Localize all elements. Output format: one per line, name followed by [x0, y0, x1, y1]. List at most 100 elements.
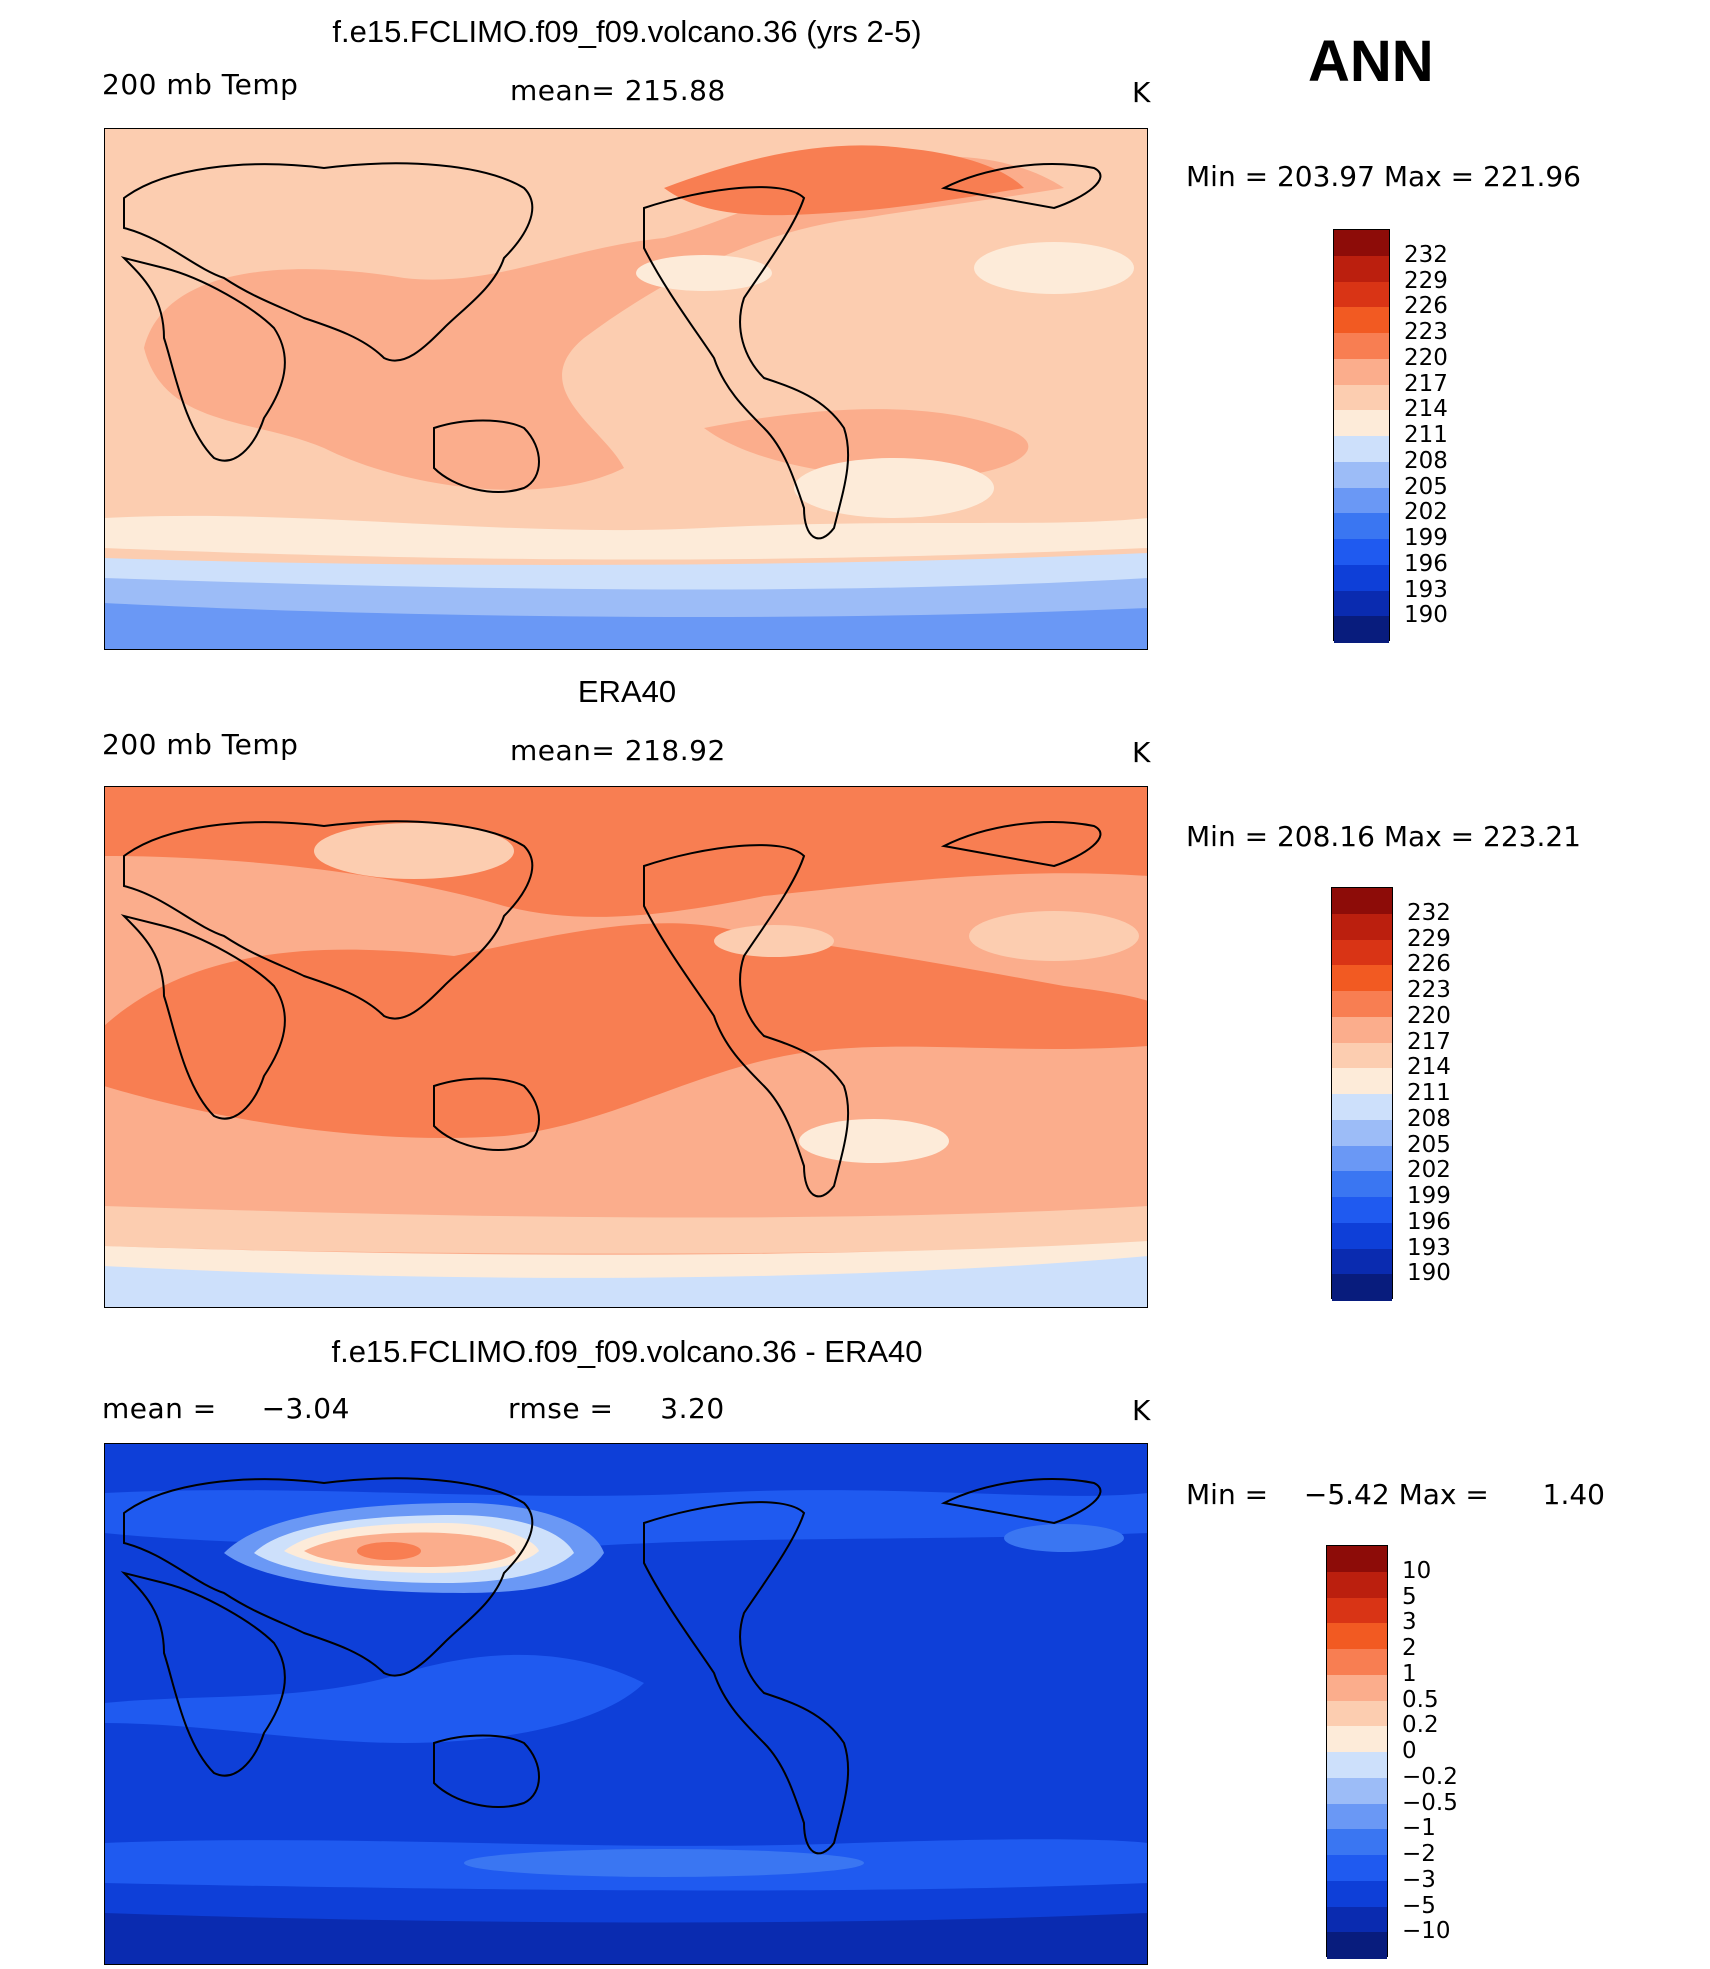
- panel3-min-value: −5.42: [1303, 1478, 1390, 1511]
- panel1-min-value: 203.97: [1276, 160, 1375, 193]
- colorbar-box: [1327, 1649, 1387, 1677]
- colorbar-level-label: 232: [1404, 241, 1448, 268]
- colorbar-level-label: 214: [1407, 1054, 1451, 1081]
- colorbar-box: [1332, 1248, 1392, 1276]
- colorbar-box: [1327, 1855, 1387, 1883]
- colorbar-level-label: 196: [1407, 1208, 1451, 1235]
- colorbar-level-label: 196: [1404, 550, 1448, 577]
- panel3-map: [104, 1443, 1148, 1965]
- colorbar-level-label: −3: [1402, 1866, 1436, 1893]
- panel1-max-value: 221.96: [1483, 160, 1581, 193]
- colorbar-level-label: 0.5: [1402, 1686, 1439, 1713]
- colorbar-box: [1327, 1932, 1387, 1959]
- panel1-title: f.e15.FCLIMO.f09_f09.volcano.36 (yrs 2-5…: [332, 14, 922, 49]
- panel3-colorbar: [1326, 1545, 1388, 1959]
- panel3-mean-value: −3.04: [261, 1392, 350, 1425]
- colorbar-level-label: 205: [1404, 473, 1448, 500]
- colorbar-box: [1334, 358, 1389, 386]
- panel1-colorbar: [1333, 229, 1390, 643]
- colorbar-box: [1334, 333, 1389, 361]
- colorbar-box: [1334, 461, 1389, 489]
- colorbar-level-label: 229: [1407, 925, 1451, 952]
- panel1-max-label: Max =: [1383, 160, 1475, 193]
- colorbar-level-label: 232: [1407, 899, 1451, 926]
- panel2-antarctic-core: [104, 1256, 1148, 1308]
- panel2-pacific-cool-spot: [714, 925, 834, 957]
- panel2-max-label: Max =: [1383, 820, 1475, 853]
- panel2-tropical-warm-band: [104, 923, 1148, 1138]
- colorbar-box: [1334, 230, 1389, 258]
- panel3-mean-label: mean =: [102, 1392, 217, 1425]
- panel3-rmse-value: 3.20: [660, 1392, 725, 1425]
- colorbar-box: [1332, 1068, 1392, 1096]
- colorbar-box: [1327, 1880, 1387, 1908]
- panel2-atlantic-cool-spot: [969, 911, 1139, 961]
- panel3-coastlines: [120, 1477, 1102, 1855]
- panel2-min-max: Min = 208.16 Max = 223.21: [1186, 820, 1581, 853]
- colorbar-box: [1332, 1042, 1392, 1070]
- colorbar-level-label: 202: [1404, 499, 1448, 526]
- panel1-variable-label: 200 mb Temp: [102, 68, 299, 101]
- colorbar-level-label: 0: [1402, 1738, 1417, 1764]
- season-label: ANN: [1308, 29, 1434, 94]
- panel2-variable-label: 200 mb Temp: [102, 728, 299, 761]
- panel2-min-value: 208.16: [1276, 820, 1375, 853]
- panel2-map: [104, 786, 1148, 1308]
- colorbar-box: [1327, 1597, 1387, 1625]
- colorbar-box: [1332, 888, 1392, 916]
- colorbar-box: [1332, 913, 1392, 941]
- colorbar-level-label: 202: [1407, 1157, 1451, 1184]
- panel2-mean-value: 218.92: [624, 734, 726, 767]
- colorbar-level-label: 199: [1404, 525, 1448, 551]
- panel2-coastlines: [120, 820, 1102, 1198]
- colorbar-box: [1334, 281, 1389, 309]
- panel2-eurasia-cool-spot: [314, 823, 514, 879]
- colorbar-box: [1332, 1016, 1392, 1044]
- panel3-tropical-light-band: [104, 1654, 644, 1743]
- panel3-southern-light-spot: [464, 1849, 864, 1877]
- panel1-mean-value: 215.88: [624, 74, 726, 107]
- panel2-southern-band: [104, 1206, 1148, 1254]
- panel1-min-max: Min = 203.97 Max = 221.96: [1186, 160, 1581, 193]
- colorbar-level-label: −0.2: [1402, 1763, 1458, 1790]
- panel1-arctic-warm-core: [664, 145, 1024, 216]
- colorbar-level-label: 193: [1407, 1234, 1451, 1261]
- colorbar-box: [1332, 1094, 1392, 1122]
- panel1-units: K: [1132, 76, 1151, 109]
- colorbar-box: [1334, 307, 1389, 335]
- colorbar-level-label: 220: [1404, 344, 1448, 371]
- panel2-mean-stat: mean= 218.92: [510, 734, 726, 767]
- colorbar-box: [1327, 1803, 1387, 1831]
- panel3-atlantic-light-spot: [1004, 1524, 1124, 1552]
- colorbar-level-label: 208: [1404, 447, 1448, 474]
- colorbar-box: [1332, 939, 1392, 967]
- panel2-mean-label: mean=: [510, 734, 616, 767]
- colorbar-level-label: 211: [1404, 422, 1448, 448]
- colorbar-level-label: 3: [1402, 1609, 1417, 1636]
- panel3-min-max: Min = −5.42 Max = 1.40: [1186, 1478, 1605, 1511]
- colorbar-level-label: −1: [1402, 1815, 1436, 1842]
- colorbar-box: [1332, 1222, 1392, 1250]
- colorbar-box: [1332, 1145, 1392, 1173]
- panel2-units: K: [1132, 736, 1151, 769]
- panel1-southern-band: [104, 515, 1148, 560]
- colorbar-box: [1327, 1571, 1387, 1599]
- colorbar-level-label: 208: [1407, 1105, 1451, 1132]
- colorbar-box: [1332, 1119, 1392, 1147]
- colorbar-box: [1327, 1752, 1387, 1780]
- colorbar-level-label: 190: [1407, 1260, 1451, 1287]
- panel3-max-label: Max =: [1398, 1478, 1489, 1511]
- colorbar-box: [1332, 991, 1392, 1019]
- colorbar-box: [1327, 1777, 1387, 1805]
- panel1-southpac-cool-spot: [794, 458, 994, 518]
- panel3-tibet-warm-center: [357, 1542, 421, 1560]
- panel2-northern-warm-band: [104, 786, 1148, 917]
- panel1-atlantic-cool-spot: [974, 242, 1134, 294]
- colorbar-box: [1332, 1171, 1392, 1199]
- colorbar-box: [1334, 513, 1389, 541]
- colorbar-box: [1327, 1623, 1387, 1651]
- panel3-max-value: 1.40: [1542, 1478, 1605, 1511]
- panel1-min-label: Min =: [1186, 160, 1269, 193]
- colorbar-level-label: 10: [1402, 1557, 1432, 1584]
- colorbar-level-label: −0.5: [1402, 1789, 1458, 1816]
